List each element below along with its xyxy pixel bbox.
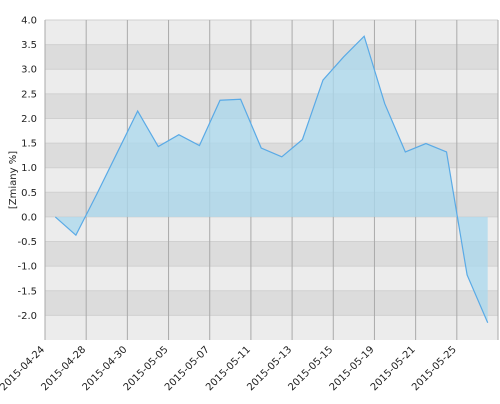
- plot-band: [45, 118, 498, 144]
- y-tick-label: 3.0: [21, 65, 37, 76]
- y-tick-label: -2.0: [17, 311, 37, 322]
- y-tick-label: 3.5: [21, 40, 37, 51]
- plot-band: [45, 69, 498, 94]
- y-axis-label: [Zmiany %]: [8, 151, 19, 209]
- plot-band: [45, 93, 498, 119]
- x-tick-label: 2015-05-25: [410, 344, 459, 393]
- y-tick-label: 4.0: [21, 16, 37, 27]
- y-tick-label: -1.0: [17, 262, 37, 273]
- line: [54, 35, 489, 324]
- y-tick-label: 0.5: [21, 188, 37, 199]
- y-tick-label: 0.0: [21, 212, 37, 223]
- plot-band: [45, 44, 498, 70]
- plot-band: [45, 241, 498, 267]
- plot-band: [45, 290, 498, 316]
- y-tick-label: 1.0: [21, 163, 37, 174]
- plot-band: [45, 20, 498, 45]
- y-tick-label: -0.5: [17, 237, 37, 248]
- y-tick-label: 2.0: [21, 114, 37, 125]
- y-tick-label: 2.5: [21, 89, 37, 100]
- plot-band: [45, 216, 498, 242]
- plot-band: [45, 315, 498, 340]
- area: [55, 36, 488, 323]
- plot-band: [45, 266, 498, 291]
- y-tick-label: 1.5: [21, 139, 37, 150]
- y-tick-label: -1.5: [17, 286, 37, 297]
